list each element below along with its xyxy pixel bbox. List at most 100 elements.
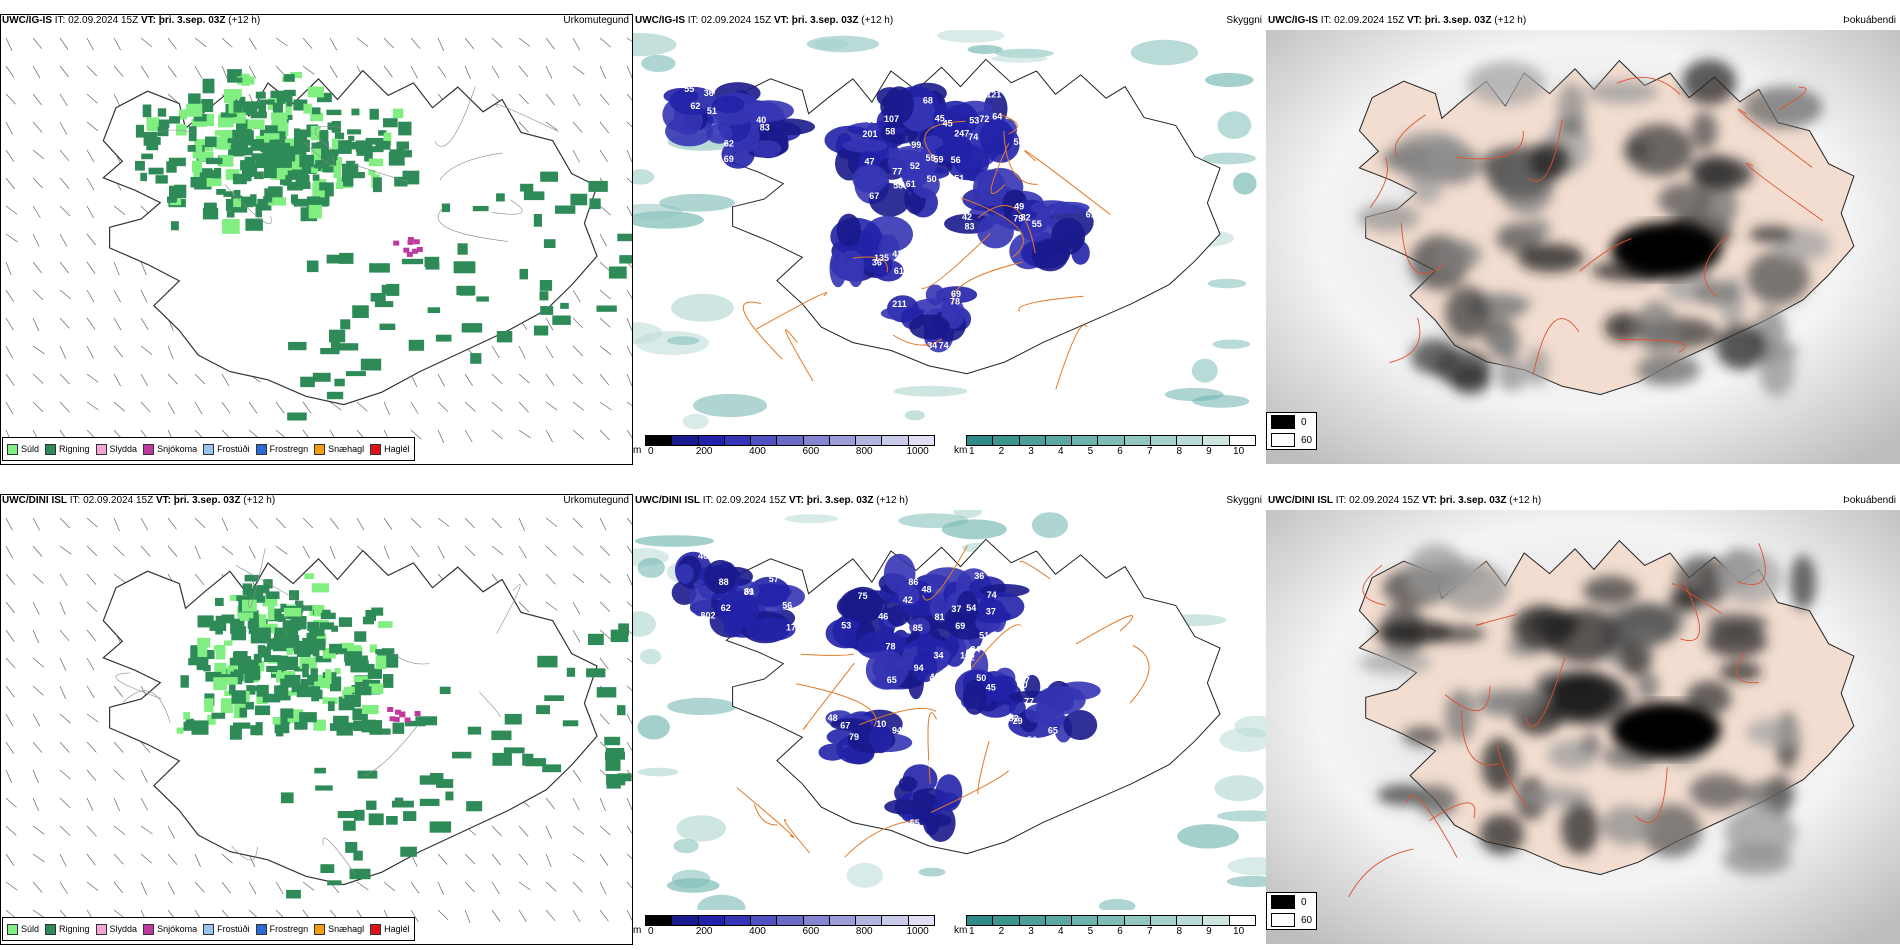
it-prefix: IT: [54, 15, 69, 26]
model-label: UWC/IG-IS [635, 15, 685, 26]
scale-swatch [698, 436, 725, 445]
visibility-value: 121 [986, 89, 1001, 99]
precip-map [0, 510, 633, 944]
scale-swatch [967, 436, 994, 445]
it-value: 02.09.2024 15Z [68, 15, 139, 26]
legend-item: Slydda [95, 443, 137, 455]
visibility-value: 60 [1018, 680, 1028, 690]
visibility-value: 58 [893, 180, 903, 190]
scale-tick: 600 [802, 446, 820, 457]
scale-tick: 1 [969, 926, 975, 937]
legend-label: Rigning [59, 444, 90, 454]
scale-swatch [1150, 916, 1178, 925]
scale-tick: 9 [1206, 926, 1212, 937]
visibility-value: 45 [935, 114, 945, 124]
visibility-value: 59 [926, 153, 936, 163]
scale-labels: 1 2 3 4 5 6 7 8 9 10 [966, 446, 1256, 458]
panel-header: UWC/DINI ISL IT: 02.09.2024 15Z VT: þri.… [0, 492, 633, 510]
it-prefix: IT: [1320, 15, 1335, 26]
legend-swatch [255, 923, 267, 935]
scale-colors [966, 915, 1256, 926]
visibility-value: 61 [1086, 209, 1096, 219]
visibility-value: 40 [698, 551, 708, 561]
visibility-value: 67 [840, 721, 850, 731]
visibility-value: 67 [869, 191, 879, 201]
scale-tick: 800 [855, 926, 873, 937]
visibility-value: 77 [1024, 697, 1034, 707]
visibility-value: 802 [701, 611, 716, 621]
visibility-map: 54 84 53 61 58 55 79 69 55 61 78 77 68 45 59 77 42 82 83 36… [633, 30, 1266, 430]
visibility-value: 65 [1048, 726, 1058, 736]
visibility-value: 62 [724, 138, 734, 148]
panel-type-label: Skyggni [1226, 495, 1262, 506]
visibility-value: 45 [943, 119, 953, 129]
fog-panel-top: UWC/IG-IS IT: 02.09.2024 15Z VT: þri. 3.… [1266, 12, 1900, 464]
fog-legend-label: 0 [1301, 416, 1307, 428]
scale-swatch [829, 916, 857, 925]
visibility-value: 61 [744, 587, 754, 597]
visibility-value: 94 [892, 726, 902, 736]
legend-item: Frostúði [203, 443, 250, 455]
precip-map [0, 30, 633, 464]
visibility-value: 89 [744, 587, 754, 597]
roads [1348, 543, 1766, 898]
cloud-base-areas [662, 82, 1094, 353]
scale-tick: 1 [969, 446, 975, 457]
legend-label: Frostregn [269, 444, 309, 454]
lead-time: (+12 h) [1509, 495, 1542, 506]
fog-legend: 0 60 [1266, 412, 1318, 450]
it-prefix: IT: [687, 15, 702, 26]
scale-swatch [882, 916, 909, 925]
legend-label: Súld [21, 444, 40, 454]
visibility-value: 10 [876, 719, 886, 729]
legend-item: Rigning [45, 923, 90, 935]
roads [742, 113, 1111, 390]
visibility-value: 74 [939, 341, 949, 351]
legend-swatch [314, 923, 326, 935]
visibility-value: 83 [965, 222, 975, 232]
visibility-value: 70 [950, 762, 960, 772]
scale-tick: 1000 [906, 446, 929, 457]
legend-swatch [143, 443, 155, 455]
scale-swatch [724, 916, 752, 925]
visibility-value: 51 [954, 173, 964, 183]
scale-swatch [1177, 916, 1204, 925]
visibility-value: 50 [976, 673, 986, 683]
visibility-value: 61 [894, 266, 904, 276]
visibility-value: 58 [885, 126, 895, 136]
visibility-value: 32 [965, 652, 975, 662]
scale-swatch [646, 436, 673, 445]
height-scale: 0 200 400 600 800 1000 m [633, 435, 935, 458]
visibility-value: 56 [969, 236, 979, 246]
legend-label: Haglél [384, 924, 410, 934]
legend-item: Frostúði [203, 923, 250, 935]
visibility-value: 69 [724, 154, 734, 164]
vt-value: þri. 3.sep. 03Z [806, 495, 874, 506]
legend-item: Snæhagl [314, 923, 364, 935]
vt-prefix: VT: [155, 495, 171, 506]
fog-legend-row: 60 [1267, 911, 1316, 929]
lead-time: (+12 h) [243, 495, 276, 506]
visibility-value: 78 [950, 297, 960, 307]
visibility-scale: 1 2 3 4 5 6 7 8 9 10 km [954, 435, 1256, 458]
visibility-value: 29 [1013, 716, 1023, 726]
legend-item: Snæhagl [314, 443, 364, 455]
legend-item: Slydda [95, 923, 137, 935]
precip-legend: Súld Rigning Slydda Snjókoma Frostúði Frostre… [2, 437, 415, 461]
scale-tick: 1000 [906, 926, 929, 937]
it-value: 02.09.2024 15Z [701, 15, 772, 26]
fog-legend: 0 60 [1266, 892, 1318, 930]
scale-swatch [1045, 916, 1073, 925]
visibility-scale: 1 2 3 4 5 6 7 8 9 10 km [954, 915, 1256, 938]
visibility-value: 59 [934, 155, 944, 165]
roads [157, 86, 559, 242]
visibility-value: 107 [884, 114, 899, 124]
visibility-value: 52 [910, 161, 920, 171]
visibility-value: 179 [786, 623, 801, 633]
visibility-value: 57 [727, 554, 737, 564]
scale-swatch [803, 916, 830, 925]
scale-tick: 4 [1057, 446, 1064, 457]
scale-tick: 800 [855, 446, 873, 457]
model-label: UWC/DINI ISL [1268, 495, 1333, 506]
